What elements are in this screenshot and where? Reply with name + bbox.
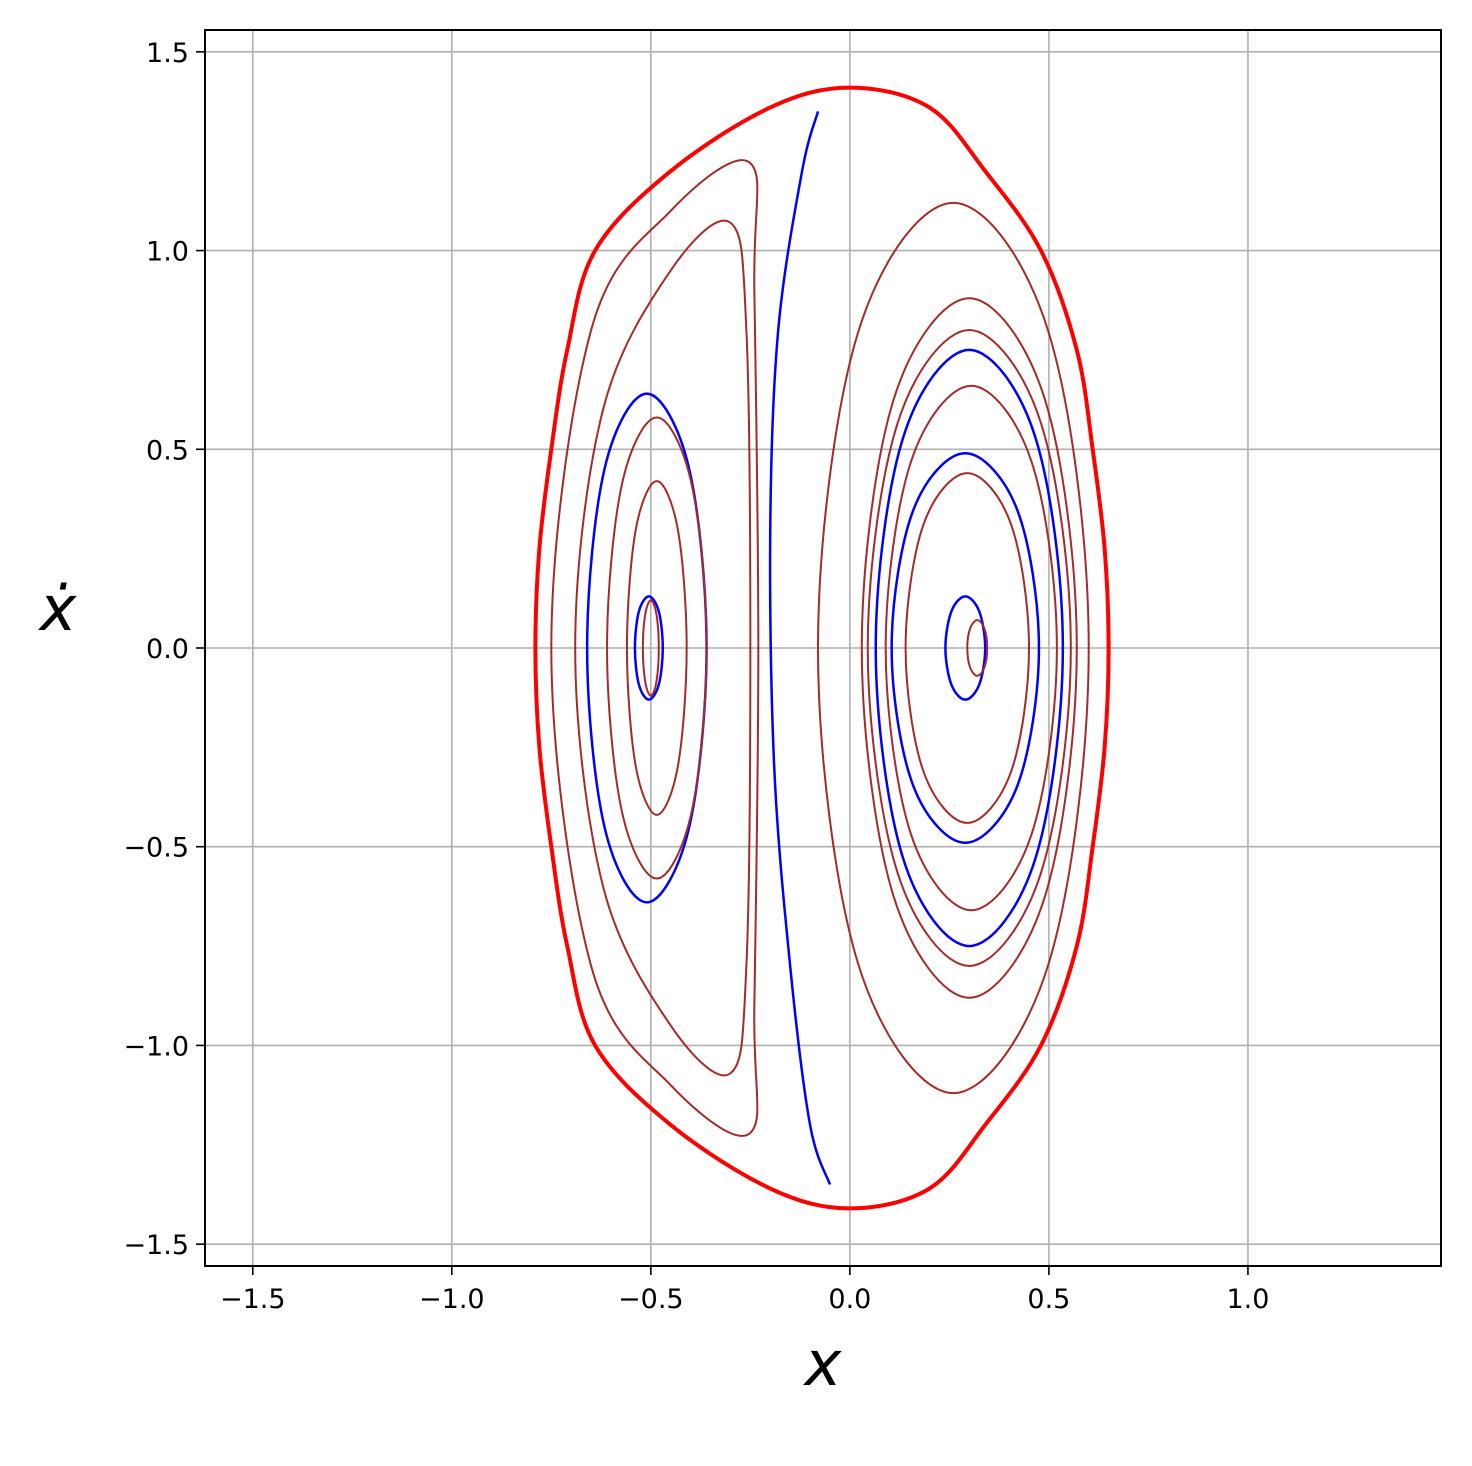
curve — [641, 599, 660, 697]
curve — [768, 111, 832, 1185]
curve — [606, 416, 708, 880]
y-tick-label: 1.5 — [146, 38, 189, 69]
y-axis-label: ẋ — [38, 572, 78, 645]
x-tick-label: 0.0 — [828, 1284, 871, 1315]
curve — [966, 619, 989, 677]
x-tick-label: −1.5 — [220, 1284, 286, 1315]
curve — [550, 159, 760, 1137]
y-tick-label: −1.0 — [123, 1031, 189, 1062]
curve — [884, 384, 1058, 912]
y-tick-label: −0.5 — [123, 833, 189, 864]
y-tick-label: 0.5 — [146, 435, 189, 466]
curve — [817, 201, 1090, 1095]
y-tick-label: 1.0 — [146, 237, 189, 268]
x-tick-label: 0.5 — [1027, 1284, 1070, 1315]
curve — [860, 297, 1078, 999]
curve — [574, 219, 752, 1077]
x-tick-label: −1.0 — [419, 1284, 485, 1315]
y-tick-label: 0.0 — [146, 634, 189, 665]
curve — [904, 472, 1031, 824]
x-tick-label: 1.0 — [1226, 1284, 1269, 1315]
curve — [533, 85, 1111, 1211]
curve — [866, 329, 1072, 967]
curve — [633, 595, 665, 701]
curve — [944, 595, 987, 701]
curve — [625, 480, 688, 816]
x-tick-label: −0.5 — [618, 1284, 684, 1315]
curve — [585, 392, 708, 904]
y-tick-label: −1.5 — [123, 1230, 189, 1261]
curve — [874, 348, 1065, 948]
x-axis-label: x — [803, 1327, 843, 1400]
plot-frame — [204, 29, 1442, 1267]
curve — [890, 452, 1041, 844]
